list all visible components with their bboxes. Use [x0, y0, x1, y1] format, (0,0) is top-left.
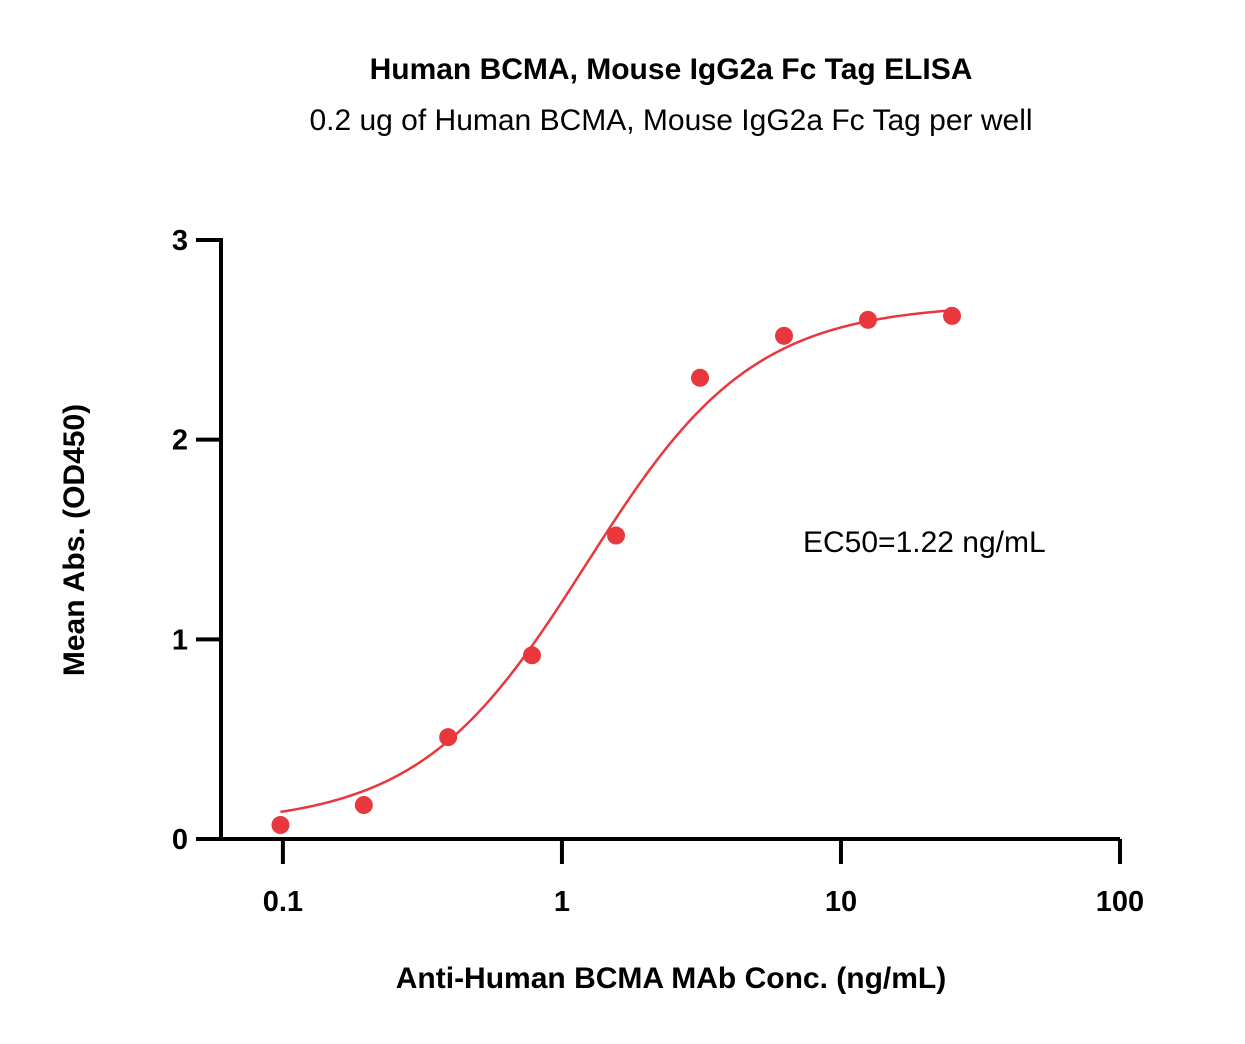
data-point [691, 368, 710, 387]
y-tick-label: 0 [172, 824, 188, 856]
y-tick-label: 3 [172, 225, 188, 257]
data-point [522, 646, 541, 665]
x-axis-label: Anti-Human BCMA MAb Conc. (ng/mL) [396, 962, 946, 995]
data-points-group [271, 306, 962, 835]
fit-curve-group [280, 309, 953, 814]
x-tick-label: 10 [825, 886, 857, 918]
x-tick-label: 100 [1096, 886, 1144, 918]
y-tick-label: 2 [172, 425, 188, 457]
x-tick-label: 1 [554, 886, 570, 918]
data-point [859, 310, 878, 329]
axes-group: 0 1 2 3 0.1 1 10 100 [172, 225, 1144, 918]
data-point [354, 796, 373, 815]
x-tick-label: 0.1 [263, 886, 303, 918]
y-axis-label: Mean Abs. (OD450) [58, 404, 91, 676]
data-point [943, 306, 962, 325]
data-point [271, 816, 290, 835]
ec50-annotation: EC50=1.22 ng/mL [803, 526, 1046, 559]
data-point [439, 728, 458, 747]
data-point [775, 326, 794, 345]
chart-subtitle: 0.2 ug of Human BCMA, Mouse IgG2a Fc Tag… [309, 104, 1032, 137]
y-tick-label: 1 [172, 624, 188, 656]
fit-curve [280, 309, 953, 814]
chart-title: Human BCMA, Mouse IgG2a Fc Tag ELISA [370, 53, 973, 86]
data-point [607, 526, 626, 545]
